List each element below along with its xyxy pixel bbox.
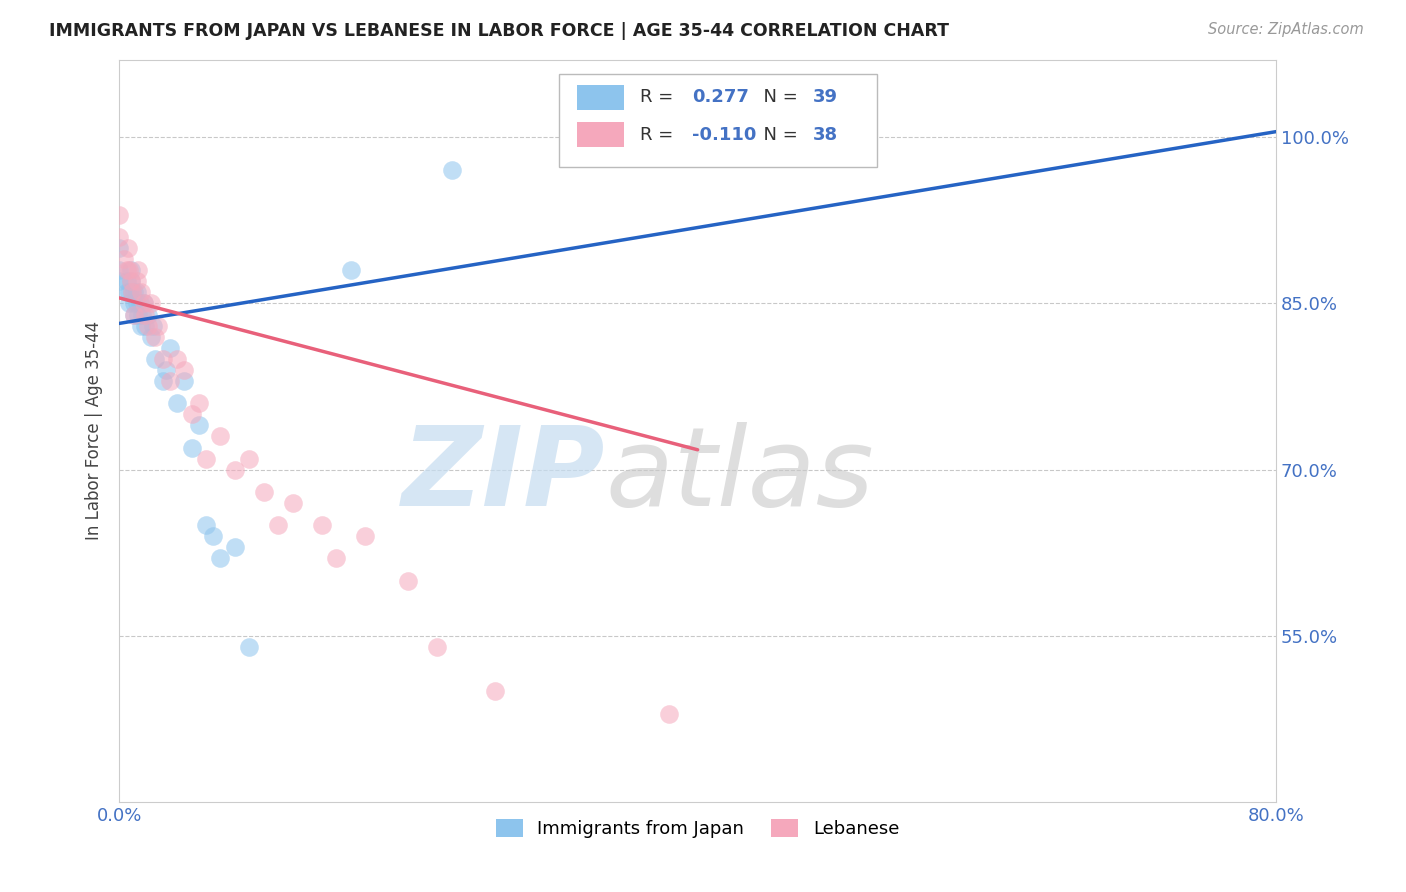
Point: [136, 318, 159, 333]
Point: [141, 318, 163, 333]
Text: R =: R =: [640, 126, 679, 144]
Point: [122, 308, 145, 322]
Point: [132, 296, 155, 310]
Point: [139, 296, 162, 310]
Point: [115, 263, 138, 277]
Point: [267, 518, 290, 533]
Point: [115, 274, 138, 288]
Text: Source: ZipAtlas.com: Source: ZipAtlas.com: [1208, 22, 1364, 37]
Point: [187, 396, 209, 410]
Point: [159, 374, 181, 388]
Point: [122, 308, 145, 322]
Point: [484, 684, 506, 698]
Point: [115, 285, 138, 300]
Point: [202, 529, 225, 543]
Text: N =: N =: [752, 88, 803, 106]
FancyBboxPatch shape: [578, 85, 624, 110]
Point: [224, 541, 246, 555]
Point: [145, 329, 167, 343]
Point: [122, 285, 145, 300]
Point: [426, 640, 449, 654]
Point: [238, 451, 260, 466]
Point: [155, 363, 177, 377]
Text: ZIP: ZIP: [402, 422, 605, 529]
FancyBboxPatch shape: [578, 122, 624, 147]
Point: [209, 429, 232, 443]
Point: [224, 463, 246, 477]
Point: [118, 285, 141, 300]
Point: [152, 374, 174, 388]
Point: [108, 274, 131, 288]
Point: [120, 274, 142, 288]
Point: [187, 418, 209, 433]
Point: [118, 263, 141, 277]
Point: [311, 518, 333, 533]
Point: [159, 341, 181, 355]
Point: [658, 706, 681, 721]
Point: [108, 230, 131, 244]
Text: N =: N =: [752, 126, 803, 144]
Point: [152, 351, 174, 366]
Text: atlas: atlas: [605, 422, 873, 529]
Point: [281, 496, 304, 510]
Point: [398, 574, 420, 588]
Point: [125, 285, 148, 300]
Point: [134, 308, 156, 322]
Text: IMMIGRANTS FROM JAPAN VS LEBANESE IN LABOR FORCE | AGE 35-44 CORRELATION CHART: IMMIGRANTS FROM JAPAN VS LEBANESE IN LAB…: [49, 22, 949, 40]
Legend: Immigrants from Japan, Lebanese: Immigrants from Japan, Lebanese: [489, 812, 907, 846]
Point: [120, 274, 142, 288]
Point: [112, 252, 135, 266]
Point: [122, 296, 145, 310]
Point: [139, 329, 162, 343]
Point: [195, 451, 218, 466]
Point: [125, 296, 148, 310]
Point: [125, 274, 148, 288]
Point: [145, 351, 167, 366]
Text: 39: 39: [813, 88, 838, 106]
Point: [166, 351, 188, 366]
Point: [253, 484, 276, 499]
Point: [134, 318, 156, 333]
Point: [136, 308, 159, 322]
Point: [325, 551, 347, 566]
Point: [180, 441, 202, 455]
Point: [209, 551, 232, 566]
Point: [120, 263, 142, 277]
Point: [127, 263, 149, 277]
Point: [108, 263, 131, 277]
Point: [180, 407, 202, 421]
Text: 38: 38: [813, 126, 838, 144]
Point: [339, 263, 361, 277]
Point: [173, 363, 195, 377]
Point: [127, 308, 149, 322]
Y-axis label: In Labor Force | Age 35-44: In Labor Force | Age 35-44: [86, 321, 103, 541]
Point: [238, 640, 260, 654]
Point: [195, 518, 218, 533]
Point: [166, 396, 188, 410]
Point: [129, 318, 152, 333]
Point: [354, 529, 377, 543]
Point: [108, 208, 131, 222]
Point: [121, 285, 143, 300]
Point: [131, 308, 153, 322]
Point: [173, 374, 195, 388]
Text: 0.277: 0.277: [692, 88, 749, 106]
Point: [121, 285, 143, 300]
FancyBboxPatch shape: [558, 74, 877, 168]
Text: R =: R =: [640, 88, 679, 106]
Point: [128, 296, 150, 310]
Point: [108, 241, 131, 255]
Point: [148, 318, 170, 333]
Point: [132, 296, 155, 310]
Point: [118, 296, 141, 310]
Point: [117, 241, 139, 255]
Text: -0.110: -0.110: [692, 126, 756, 144]
Point: [129, 285, 152, 300]
Point: [440, 163, 463, 178]
